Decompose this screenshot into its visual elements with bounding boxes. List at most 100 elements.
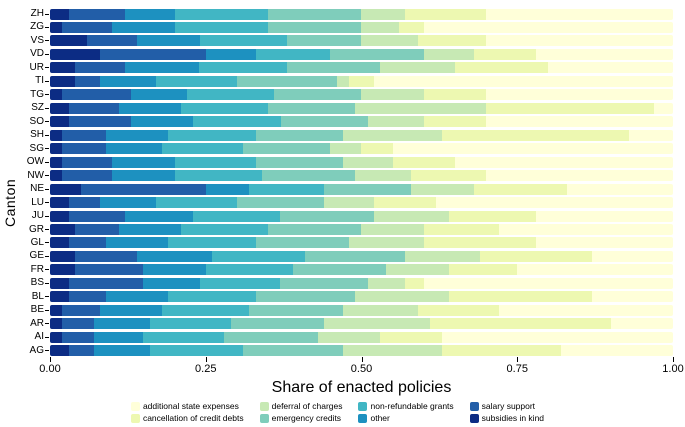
bar-segment-additional-state-expenses <box>498 304 673 316</box>
bar-segment-subsidies-in-kind <box>50 264 75 276</box>
y-tick-mark <box>45 242 49 244</box>
bar-row-ti: TI <box>18 75 673 87</box>
stacked-bar-ti <box>50 75 673 87</box>
bar-segment-deferral-of-charges <box>355 170 412 182</box>
legend-label: salary support <box>481 401 536 411</box>
bar-segment-subsidies-in-kind <box>50 318 63 330</box>
stacked-bar-ai <box>50 331 673 343</box>
plot-area: ZH ZG VS VD UR TI TG SZ SO SH SG OW NW NE LU JU GR GL GE FR… <box>18 6 673 357</box>
bar-segment-subsidies-in-kind <box>50 116 69 128</box>
bar-segment-non-refundable-grants <box>205 264 293 276</box>
canton-label-gl: GL <box>30 236 44 248</box>
legend-swatch-non-refundable-grants <box>358 401 368 411</box>
bar-row-ge: GE <box>18 250 673 262</box>
legend-label: cancellation of credit debts <box>142 413 244 423</box>
bar-segment-additional-state-expenses <box>535 237 673 249</box>
canton-label-ag: AG <box>29 344 44 356</box>
stacked-bar-fr <box>50 264 673 276</box>
bar-segment-salary-support <box>74 264 144 276</box>
bar-segment-subsidies-in-kind <box>50 62 75 74</box>
bar-segment-emergency-credits <box>324 183 412 195</box>
bar-segment-additional-state-expenses <box>629 129 673 141</box>
bar-segment-cancellation-of-credit-debts <box>448 210 536 222</box>
bar-segment-salary-support <box>68 277 144 289</box>
bar-segment-non-refundable-grants <box>255 48 331 60</box>
stacked-bar-bl <box>50 291 673 303</box>
x-tick-label: 0.50 <box>350 363 373 375</box>
stacked-bar-ne <box>50 183 673 195</box>
bar-segment-deferral-of-charges <box>380 62 455 74</box>
bar-segment-emergency-credits <box>305 250 406 262</box>
stacked-bar-ar <box>50 318 673 330</box>
bar-segment-other <box>106 129 169 141</box>
bar-segment-additional-state-expenses <box>654 102 673 114</box>
bar-segment-cancellation-of-credit-debts <box>373 197 437 209</box>
bar-segment-other <box>106 143 163 155</box>
bar-segment-additional-state-expenses <box>498 224 673 235</box>
bar-segment-cancellation-of-credit-debts <box>448 291 592 303</box>
bar-row-gl: GL <box>18 237 673 249</box>
legend-swatch-deferral-of-charges <box>259 401 269 411</box>
x-tick-label: 1.00 <box>662 363 684 375</box>
bar-segment-other <box>118 102 181 114</box>
bar-row-vs: VS <box>18 35 673 47</box>
legend-label: deferral of charges <box>271 401 343 411</box>
stacked-bar-ow <box>50 156 673 168</box>
stacked-bar-lu <box>50 197 673 209</box>
stacked-bar-ge <box>50 250 673 262</box>
y-tick-mark <box>45 134 49 136</box>
bar-segment-cancellation-of-credit-debts <box>405 8 487 20</box>
canton-label-ai: AI <box>34 331 44 343</box>
bar-segment-emergency-credits <box>268 21 362 33</box>
bar-segment-non-refundable-grants <box>168 237 256 249</box>
bar-segment-other <box>93 345 150 357</box>
bar-segment-non-refundable-grants <box>193 116 281 128</box>
legend-swatch-cancellation-of-credit-debts <box>130 413 140 423</box>
x-tick-label: 0.25 <box>195 363 217 375</box>
bar-segment-emergency-credits <box>268 102 356 114</box>
canton-label-so: SO <box>29 115 44 127</box>
bar-segment-subsidies-in-kind <box>50 197 69 209</box>
bar-row-gr: GR <box>18 224 673 236</box>
bar-segment-cancellation-of-credit-debts <box>348 75 374 87</box>
y-tick-mark <box>45 255 49 257</box>
stacked-bar-nw <box>50 170 673 182</box>
bar-segment-deferral-of-charges <box>423 48 474 60</box>
y-tick-mark <box>45 94 49 96</box>
legend-label: other <box>370 413 390 423</box>
legend-item-salary-support: salary support <box>469 401 544 411</box>
bar-segment-deferral-of-charges <box>342 129 443 141</box>
bar-segment-other <box>112 156 175 168</box>
bar-segment-subsidies-in-kind <box>50 129 63 141</box>
stacked-bar-sg <box>50 143 673 155</box>
bar-segment-additional-state-expenses <box>535 48 673 60</box>
bar-segment-non-refundable-grants <box>199 277 281 289</box>
bar-row-sh: SH <box>18 129 673 141</box>
bar-segment-other <box>99 197 156 209</box>
bar-segment-other <box>205 183 250 195</box>
bar-row-nw: NW <box>18 170 673 182</box>
bar-segment-non-refundable-grants <box>174 156 256 168</box>
bar-segment-cancellation-of-credit-debts <box>442 345 561 357</box>
bar-segment-subsidies-in-kind <box>50 35 88 47</box>
bar-segment-non-refundable-grants <box>193 210 281 222</box>
stacked-bar-ur <box>50 62 673 74</box>
canton-label-vd: VD <box>30 48 44 60</box>
bar-segment-additional-state-expenses <box>567 183 673 195</box>
bar-segment-salary-support <box>68 345 94 357</box>
bar-segment-emergency-credits <box>330 48 424 60</box>
bar-segment-non-refundable-grants <box>199 62 287 74</box>
bar-segment-deferral-of-charges <box>361 35 418 47</box>
y-tick-mark <box>45 161 49 163</box>
stacked-bar-vd <box>50 48 673 60</box>
bar-row-bl: BL <box>18 291 673 303</box>
bar-segment-salary-support <box>62 170 113 182</box>
legend-swatch-salary-support <box>469 401 479 411</box>
bar-segment-non-refundable-grants <box>211 250 306 262</box>
bar-segment-cancellation-of-credit-debts <box>448 264 518 276</box>
bar-segment-additional-state-expenses <box>517 264 673 276</box>
bar-segment-other <box>143 277 200 289</box>
bar-segment-cancellation-of-credit-debts <box>398 21 424 33</box>
x-axis-title: Share of enacted policies <box>271 379 452 396</box>
bar-segment-cancellation-of-credit-debts <box>392 156 455 168</box>
